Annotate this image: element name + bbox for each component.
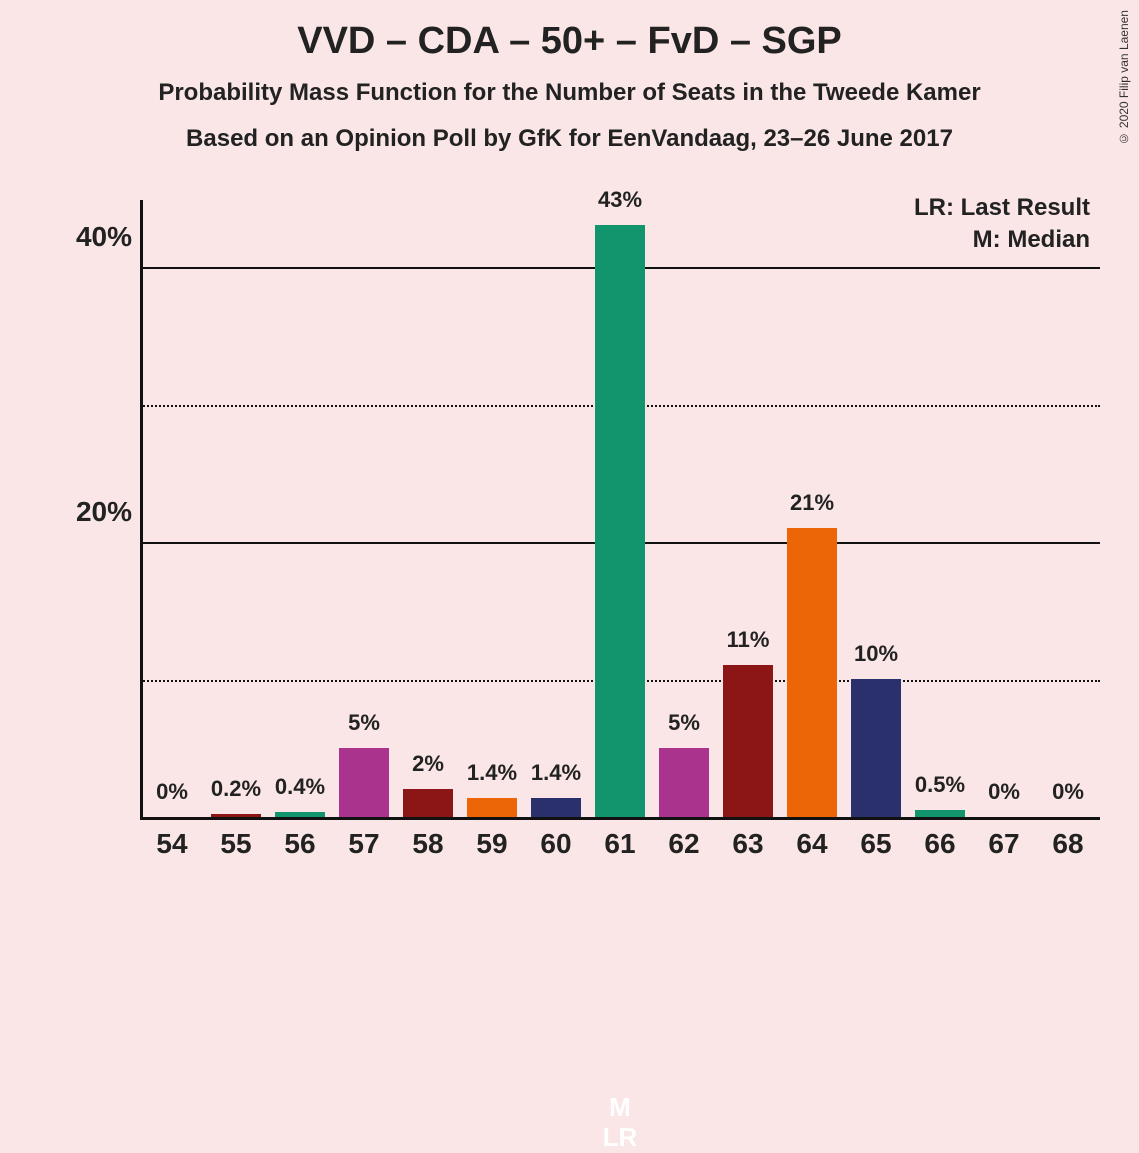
x-tick-label: 63	[716, 828, 780, 860]
bar-value-label: 0%	[156, 779, 188, 805]
y-tick-label: 20%	[52, 496, 132, 528]
bar-value-label: 5%	[668, 710, 700, 736]
bar-value-label: 1.4%	[467, 760, 517, 786]
chart-subtitle-1: Probability Mass Function for the Number…	[0, 63, 1139, 107]
copyright-text: © 2020 Filip van Laenen	[1117, 10, 1131, 145]
x-tick-label: 54	[140, 828, 204, 860]
x-tick-label: 55	[204, 828, 268, 860]
y-tick-label: 40%	[52, 221, 132, 253]
bar-value-label: 21%	[790, 490, 834, 516]
bar	[467, 798, 517, 817]
bar	[531, 798, 581, 817]
bar-value-label: 10%	[854, 641, 898, 667]
x-tick-label: 65	[844, 828, 908, 860]
bar-value-label: 0%	[988, 779, 1020, 805]
x-tick-label: 57	[332, 828, 396, 860]
bar	[595, 225, 645, 817]
x-tick-label: 66	[908, 828, 972, 860]
x-tick-label: 59	[460, 828, 524, 860]
x-tick-label: 62	[652, 828, 716, 860]
bar-annotation: MLR	[603, 1093, 638, 1153]
bar	[339, 748, 389, 817]
bar	[723, 665, 773, 817]
x-tick-label: 67	[972, 828, 1036, 860]
x-axis-labels: 545556575859606162636465666768	[140, 828, 1100, 874]
bar-value-label: 0.2%	[211, 776, 261, 802]
x-tick-label: 64	[780, 828, 844, 860]
x-axis	[140, 817, 1100, 820]
bar	[787, 528, 837, 817]
bar	[851, 679, 901, 817]
bar-value-label: 0%	[1052, 779, 1084, 805]
bar	[915, 810, 965, 817]
chart-subtitle-2: Based on an Opinion Poll by GfK for EenV…	[0, 107, 1139, 153]
plot-area: LR: Last Result M: Median 0%0.2%0.4%5%2%…	[140, 200, 1100, 820]
bar-value-label: 2%	[412, 751, 444, 777]
chart-container: LR: Last Result M: Median 0%0.2%0.4%5%2%…	[60, 200, 1100, 880]
bar	[403, 789, 453, 817]
bar	[211, 814, 261, 817]
bars-group: 0%0.2%0.4%5%2%1.4%1.4%43%MLR5%11%21%10%0…	[140, 200, 1100, 817]
bar-value-label: 5%	[348, 710, 380, 736]
bar	[659, 748, 709, 817]
bar-value-label: 11%	[727, 627, 770, 653]
chart-title: VVD – CDA – 50+ – FvD – SGP	[0, 0, 1139, 63]
x-tick-label: 56	[268, 828, 332, 860]
x-tick-label: 68	[1036, 828, 1100, 860]
bar-value-label: 43%	[598, 187, 642, 213]
x-tick-label: 60	[524, 828, 588, 860]
bar-value-label: 0.5%	[915, 772, 965, 798]
x-tick-label: 61	[588, 828, 652, 860]
bar	[275, 812, 325, 818]
x-tick-label: 58	[396, 828, 460, 860]
bar-value-label: 0.4%	[275, 774, 325, 800]
bar-value-label: 1.4%	[531, 760, 581, 786]
